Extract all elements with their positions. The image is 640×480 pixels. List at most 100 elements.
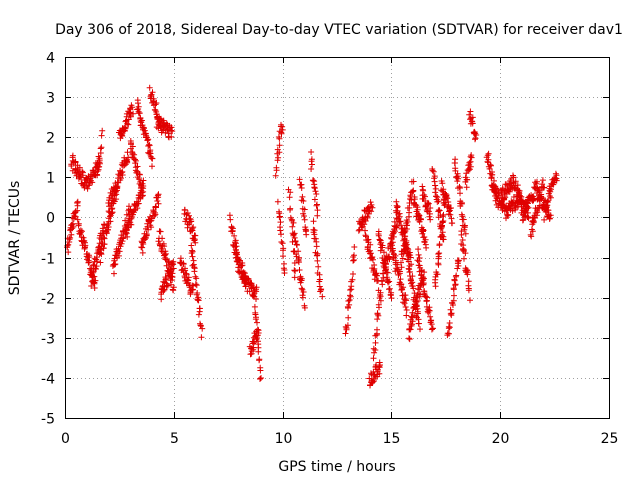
data-point	[164, 282, 171, 289]
data-point	[349, 276, 356, 283]
data-point	[192, 232, 199, 239]
data-point	[140, 183, 147, 189]
data-point	[421, 234, 428, 240]
data-point	[465, 285, 472, 292]
data-point	[369, 204, 376, 211]
data-point	[432, 185, 439, 192]
data-point	[157, 228, 164, 235]
data-point	[170, 284, 177, 291]
data-point	[228, 223, 235, 230]
data-point	[291, 267, 298, 274]
data-point	[313, 243, 320, 250]
data-point	[168, 133, 175, 140]
data-point	[409, 273, 416, 280]
data-point	[198, 334, 205, 341]
data-point	[414, 204, 421, 211]
data-point	[444, 330, 451, 337]
data-point	[495, 192, 502, 199]
data-point	[377, 293, 384, 300]
data-point	[399, 255, 406, 262]
data-point	[398, 259, 404, 266]
data-point	[149, 89, 156, 96]
data-point	[88, 283, 95, 289]
data-point	[394, 203, 401, 210]
data-point	[196, 308, 203, 315]
data-point	[66, 236, 73, 243]
data-point	[258, 375, 264, 381]
data-point	[408, 313, 415, 320]
data-point	[100, 234, 107, 241]
data-point	[181, 207, 188, 214]
data-point	[463, 184, 470, 191]
data-point	[253, 296, 259, 302]
data-point	[193, 275, 200, 282]
y-tick-label: 4	[46, 51, 55, 67]
data-point	[425, 200, 432, 207]
data-point	[486, 165, 493, 172]
data-point	[362, 218, 369, 224]
data-point	[115, 252, 122, 259]
data-point	[415, 251, 422, 258]
x-tick-label: 25	[601, 431, 619, 447]
data-point	[291, 274, 298, 281]
data-point	[370, 267, 377, 274]
data-point	[381, 249, 387, 256]
data-point	[460, 216, 467, 223]
data-point	[457, 190, 463, 197]
data-point	[434, 198, 441, 205]
data-point	[231, 232, 238, 239]
data-point	[427, 205, 434, 211]
data-point	[299, 193, 306, 200]
data-point	[446, 320, 453, 326]
data-point	[386, 285, 393, 292]
data-point	[139, 249, 146, 256]
data-point	[118, 240, 125, 247]
data-point	[409, 188, 416, 195]
data-point	[65, 249, 72, 256]
data-point	[487, 161, 494, 168]
data-point	[447, 211, 454, 218]
data-point	[422, 193, 428, 200]
data-point	[67, 234, 74, 241]
data-point	[485, 156, 492, 163]
data-point	[416, 255, 423, 261]
data-point	[375, 312, 382, 319]
data-point	[518, 193, 525, 200]
data-point	[467, 163, 474, 170]
data-point	[442, 190, 449, 197]
data-point	[468, 154, 475, 161]
data-point	[65, 241, 72, 248]
data-point	[510, 174, 517, 181]
data-point	[347, 293, 354, 300]
data-point	[158, 296, 165, 303]
y-tick-label: 1	[46, 171, 55, 187]
data-point	[277, 219, 284, 226]
data-point	[350, 271, 356, 277]
data-point	[461, 222, 468, 229]
data-point	[116, 248, 123, 255]
data-point	[93, 266, 99, 272]
data-point	[440, 186, 447, 193]
data-point	[314, 257, 321, 264]
data-point	[97, 150, 104, 156]
data-point	[301, 216, 308, 223]
data-point	[459, 213, 466, 220]
data-point	[281, 270, 288, 276]
data-point	[122, 125, 129, 132]
data-point	[279, 126, 286, 133]
data-point	[413, 303, 420, 310]
data-point	[134, 205, 141, 212]
data-point	[450, 297, 457, 304]
data-point	[536, 189, 543, 195]
data-point	[185, 274, 192, 281]
data-point	[379, 281, 386, 288]
data-point	[545, 197, 552, 204]
data-point	[79, 169, 86, 176]
data-point	[434, 271, 441, 278]
data-point	[312, 188, 319, 195]
data-point	[313, 191, 320, 197]
data-point	[406, 336, 413, 343]
data-point	[388, 234, 394, 241]
data-point	[410, 178, 417, 185]
data-point	[161, 243, 168, 250]
